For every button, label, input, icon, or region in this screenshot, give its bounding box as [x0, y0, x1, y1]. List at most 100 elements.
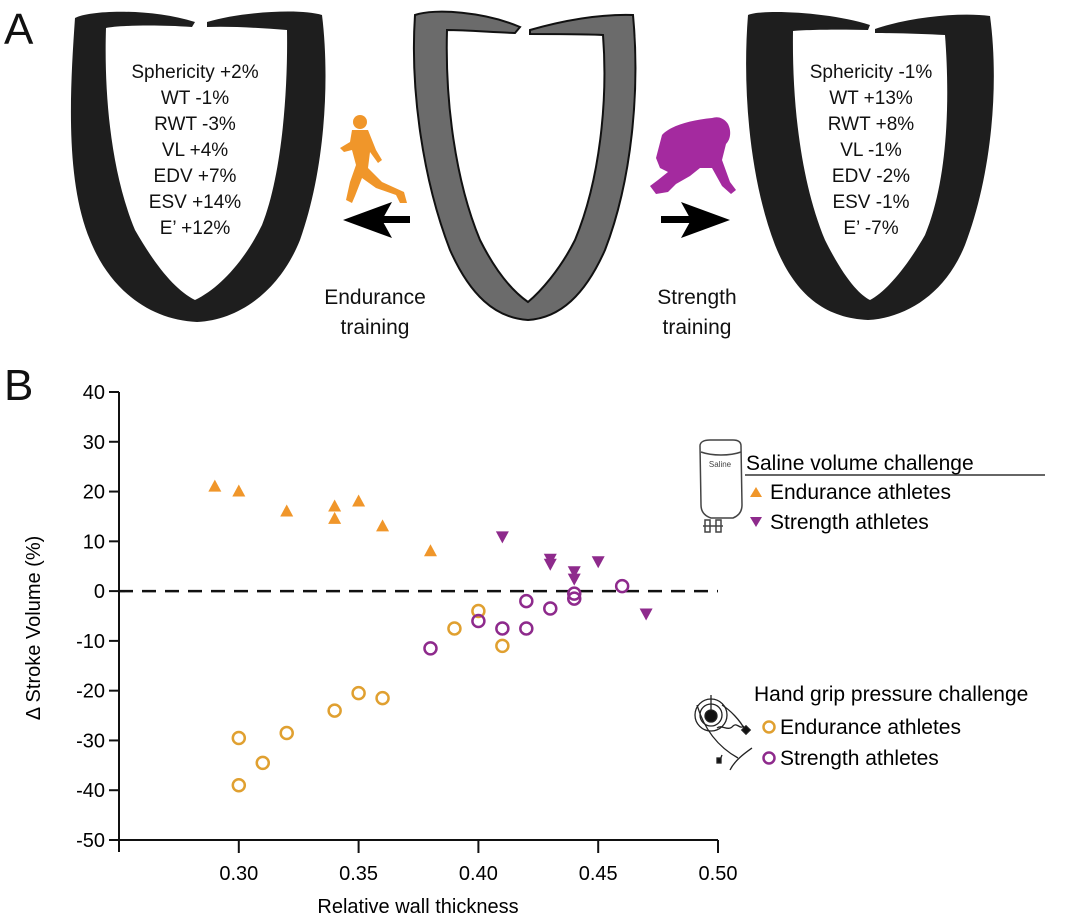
y-tick-label: -40 [76, 780, 105, 802]
data-point-triangle-up [280, 504, 294, 517]
data-point-circle-open [255, 755, 271, 771]
data-point-circle-open [495, 638, 510, 654]
arrow-right-icon [661, 202, 730, 238]
panel-a-diagram [70, 10, 994, 322]
y-tick-label: -10 [76, 631, 105, 653]
data-point-triangle-up [376, 519, 390, 532]
stat-line: EDV +7% [153, 166, 237, 187]
legend-saline: Saline Saline volume challenge Endurance… [699, 439, 1045, 534]
saline-bag-icon [699, 439, 743, 533]
panel-a-label: A [4, 5, 34, 54]
panel-b-label: B [4, 361, 34, 410]
data-point-circle-open [614, 578, 630, 594]
data-point-circle-open [231, 730, 247, 746]
hand-grip-dynamometer-icon [694, 695, 753, 771]
x-tick-label: 0.45 [579, 863, 618, 885]
data-point-circle-open [566, 586, 582, 601]
runner-icon [340, 115, 407, 203]
heart-untrained [412, 10, 637, 322]
endurance-training-caption: Endurance training [300, 283, 450, 343]
data-point-triangle-down [543, 558, 557, 571]
x-tick-label: 0.30 [219, 863, 258, 885]
stat-line: Sphericity +2% [131, 62, 259, 83]
data-point-circle-open [519, 621, 534, 636]
football-lineman-icon [650, 117, 736, 194]
stat-line: RWT -3% [154, 114, 236, 135]
data-point-circle-open [566, 591, 582, 606]
data-point-circle-open [231, 777, 247, 793]
data-points [208, 479, 653, 793]
stat-line: WT +13% [829, 88, 913, 109]
legend-label: Endurance athletes [780, 716, 961, 739]
arrow-left-icon [343, 202, 410, 238]
data-point-circle-open [423, 641, 438, 656]
y-tick-label: 30 [83, 432, 105, 454]
data-point-triangle-up [208, 479, 222, 492]
y-tick-label: 40 [83, 382, 105, 404]
data-point-circle-open [471, 603, 486, 619]
stat-line: E’ +12% [159, 218, 231, 239]
caption-line: training [340, 316, 410, 339]
legend-label: Endurance athletes [770, 481, 951, 504]
data-point-circle-open [519, 593, 534, 609]
legend-handgrip: Hand grip pressure challenge Endurance a… [694, 683, 1028, 771]
data-point-triangle-up [352, 494, 366, 507]
y-tick-label: -20 [76, 681, 105, 703]
data-point-triangle-up [328, 511, 342, 524]
legend-title: Hand grip pressure challenge [754, 683, 1028, 706]
axes: 40 30 20 10 0 -10 -20 -30 -40 -50 0.30 0.35 0.40 0.45… [76, 382, 737, 885]
data-point-circle-open [495, 621, 510, 636]
heart-strength [746, 12, 994, 321]
y-axis-label: Δ Stroke Volume (%) [23, 536, 45, 721]
legend-title: Saline volume challenge [746, 452, 974, 475]
legend-marker-triangle-down [750, 517, 762, 527]
stat-line: ESV +14% [148, 192, 242, 213]
data-point-triangle-down [567, 573, 581, 586]
x-tick-label: 0.40 [459, 863, 498, 885]
stat-line: WT -1% [160, 88, 230, 109]
legend-marker-triangle-up [750, 487, 762, 497]
strength-heart-stats: Sphericity -1% WT +13% RWT +8% VL -1% ED… [786, 60, 956, 242]
data-point-circle-open [471, 613, 486, 629]
data-point-triangle-up [328, 499, 342, 512]
data-point-circle-open [375, 690, 390, 706]
stat-line: E’ -7% [843, 218, 899, 239]
x-axis-label: Relative wall thickness [317, 896, 518, 918]
x-tick-label: 0.50 [699, 863, 738, 885]
data-point-triangle-up [423, 544, 437, 557]
data-point-circle-open [279, 725, 294, 741]
scatter-chart: 40 30 20 10 0 -10 -20 -30 -40 -50 0.30 0.35 0.40 0.45… [23, 382, 1045, 918]
y-tick-label: 20 [83, 482, 105, 504]
legend-marker-circle-open [762, 720, 776, 734]
stat-line: Sphericity -1% [809, 62, 933, 83]
caption-line: Strength [657, 286, 737, 309]
data-point-triangle-down [591, 556, 605, 569]
legend-label: Strength athletes [780, 747, 939, 770]
data-point-circle-open [351, 685, 366, 701]
y-tick-label: 10 [83, 531, 105, 553]
data-point-triangle-down [567, 566, 581, 579]
caption-line: training [662, 316, 732, 339]
stat-line: EDV -2% [831, 166, 911, 187]
data-point-circle-open [327, 703, 342, 718]
endurance-heart-stats: Sphericity +2% WT -1% RWT -3% VL +4% EDV… [110, 60, 280, 242]
caption-line: Endurance [324, 286, 426, 309]
legend-label: Strength athletes [770, 511, 929, 534]
data-point-triangle-down [495, 531, 509, 544]
stat-line: ESV -1% [832, 192, 910, 213]
x-tick-label: 0.35 [339, 863, 378, 885]
strength-training-caption: Strength training [622, 283, 772, 343]
stat-line: VL +4% [161, 140, 229, 161]
heart-endurance [70, 11, 326, 322]
y-tick-label: 0 [94, 581, 105, 603]
y-tick-label: -50 [76, 830, 105, 852]
data-point-triangle-down [639, 608, 653, 621]
stat-line: VL -1% [840, 140, 902, 161]
data-point-circle-open [447, 621, 462, 636]
y-tick-label: -30 [76, 730, 105, 752]
data-point-circle-open [543, 601, 558, 616]
saline-bag-text: Saline [709, 460, 732, 469]
stat-line: RWT +8% [827, 114, 915, 135]
legend-marker-circle-open [762, 751, 776, 765]
data-point-triangle-up [232, 484, 246, 497]
